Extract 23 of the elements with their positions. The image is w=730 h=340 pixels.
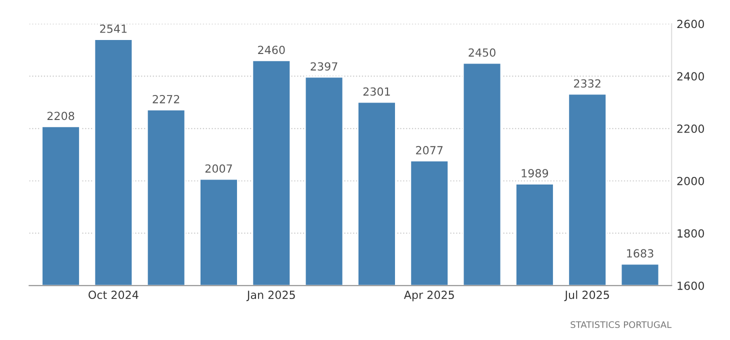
data-label: 2301 xyxy=(363,87,390,96)
x-tick-label: Jan 2025 xyxy=(246,290,295,302)
data-label: 1683 xyxy=(627,249,654,258)
data-label: 2397 xyxy=(310,62,338,71)
y-tick-label: 2200 xyxy=(677,124,704,133)
data-label: 2272 xyxy=(152,94,180,104)
x-tick-label: Jul 2025 xyxy=(564,290,609,302)
data-label: 2007 xyxy=(205,164,232,173)
x-tick-label: Oct 2024 xyxy=(88,290,138,300)
y-tick-label: 1800 xyxy=(678,229,704,238)
x-tick-label: Apr 2025 xyxy=(404,290,454,302)
y-tick-label: 2400 xyxy=(677,72,704,81)
data-label: 2332 xyxy=(574,79,600,88)
data-label: 2450 xyxy=(468,48,496,57)
data-label: 2460 xyxy=(258,46,285,54)
y-tick-label: 2000 xyxy=(677,176,704,186)
data-label: 2208 xyxy=(47,112,74,120)
y-tick-label: 2600 xyxy=(677,20,704,28)
text: STATISTICS PORTUGAL xyxy=(570,321,672,328)
data-label: 2077 xyxy=(416,146,443,154)
data-label: 1989 xyxy=(522,169,548,178)
y-tick-label: 1600 xyxy=(678,282,704,290)
data-label: 2541 xyxy=(100,24,127,33)
